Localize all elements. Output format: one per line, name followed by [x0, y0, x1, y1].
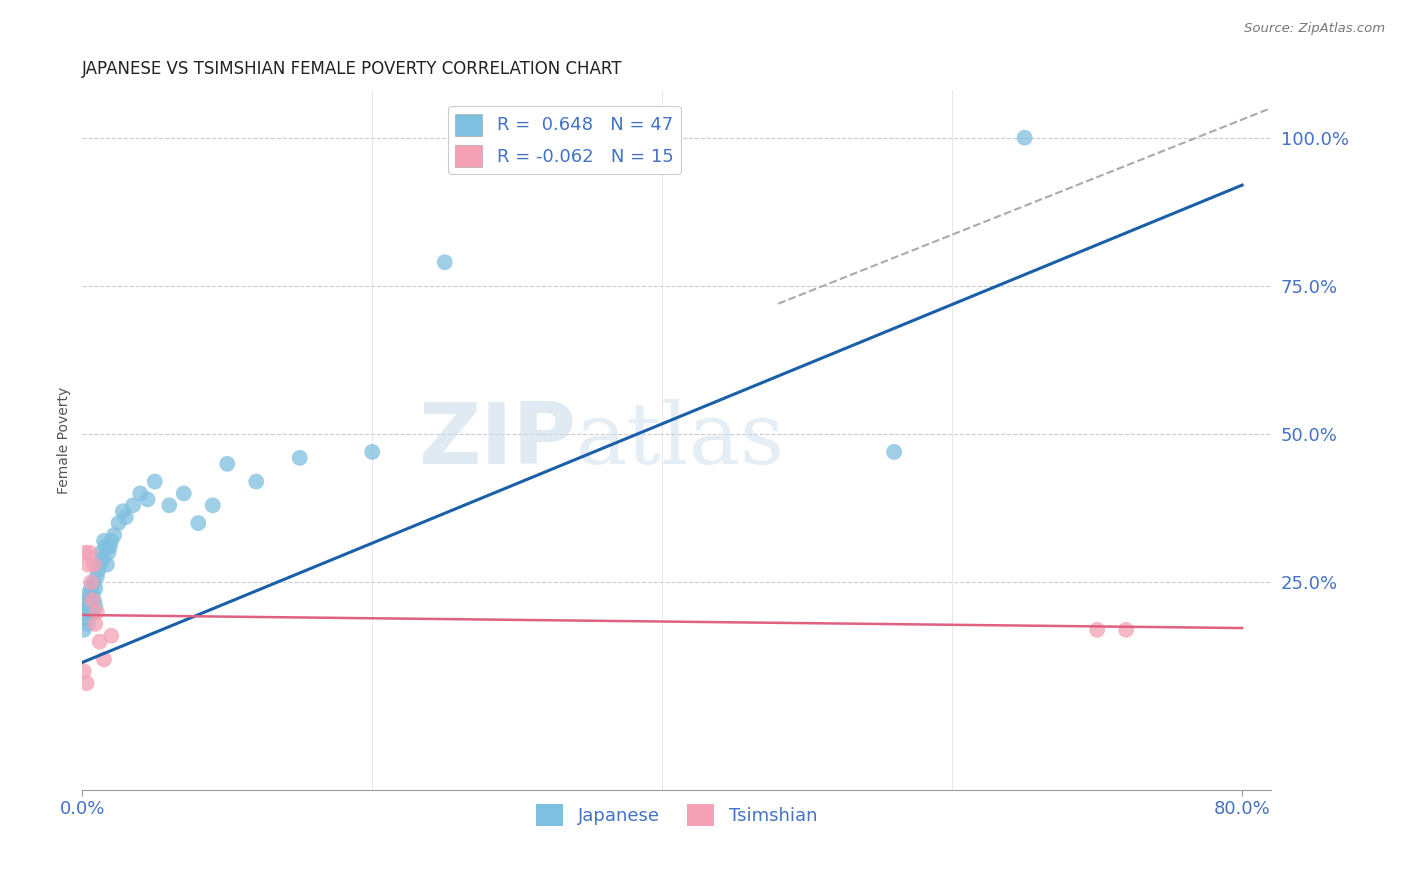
Point	[1115, 623, 1137, 637]
Point	[86, 605, 108, 619]
Point	[84, 616, 107, 631]
Point	[96, 558, 118, 572]
Point	[157, 498, 180, 512]
Legend: Japanese, Tsimshian: Japanese, Tsimshian	[529, 797, 824, 833]
Point	[93, 533, 115, 548]
Point	[84, 582, 107, 596]
Point	[76, 676, 98, 690]
Point	[201, 498, 224, 512]
Point	[75, 546, 97, 560]
Point	[143, 475, 166, 489]
Point	[100, 629, 122, 643]
Point	[79, 546, 101, 560]
Point	[114, 510, 136, 524]
Point	[89, 558, 111, 572]
Text: ZIP: ZIP	[418, 399, 575, 482]
Y-axis label: Female Poverty: Female Poverty	[58, 386, 72, 493]
Point	[75, 611, 97, 625]
Point	[187, 516, 209, 530]
Point	[83, 575, 105, 590]
Point	[82, 605, 104, 619]
Point	[288, 450, 311, 465]
Point	[80, 582, 103, 596]
Point	[91, 551, 114, 566]
Point	[82, 587, 104, 601]
Point	[97, 546, 120, 560]
Point	[80, 575, 103, 590]
Point	[1085, 623, 1108, 637]
Point	[361, 445, 384, 459]
Point	[98, 540, 121, 554]
Point	[87, 564, 110, 578]
Point	[103, 528, 125, 542]
Point	[122, 498, 145, 512]
Point	[94, 540, 117, 554]
Point	[86, 569, 108, 583]
Point	[129, 486, 152, 500]
Point	[77, 616, 100, 631]
Point	[83, 593, 105, 607]
Point	[73, 623, 96, 637]
Point	[93, 652, 115, 666]
Text: JAPANESE VS TSIMSHIAN FEMALE POVERTY CORRELATION CHART: JAPANESE VS TSIMSHIAN FEMALE POVERTY COR…	[83, 60, 623, 78]
Point	[79, 599, 101, 613]
Point	[245, 475, 267, 489]
Point	[89, 634, 111, 648]
Point	[80, 593, 103, 607]
Point	[1014, 130, 1036, 145]
Point	[111, 504, 134, 518]
Point	[100, 533, 122, 548]
Text: Source: ZipAtlas.com: Source: ZipAtlas.com	[1244, 22, 1385, 36]
Point	[77, 587, 100, 601]
Point	[76, 593, 98, 607]
Point	[73, 665, 96, 679]
Point	[75, 599, 97, 613]
Point	[84, 599, 107, 613]
Point	[136, 492, 159, 507]
Point	[883, 445, 905, 459]
Point	[76, 605, 98, 619]
Point	[433, 255, 456, 269]
Point	[217, 457, 239, 471]
Point	[83, 558, 105, 572]
Point	[77, 558, 100, 572]
Point	[90, 546, 112, 560]
Point	[82, 593, 104, 607]
Text: atlas: atlas	[575, 399, 785, 482]
Point	[107, 516, 129, 530]
Point	[79, 605, 101, 619]
Point	[173, 486, 195, 500]
